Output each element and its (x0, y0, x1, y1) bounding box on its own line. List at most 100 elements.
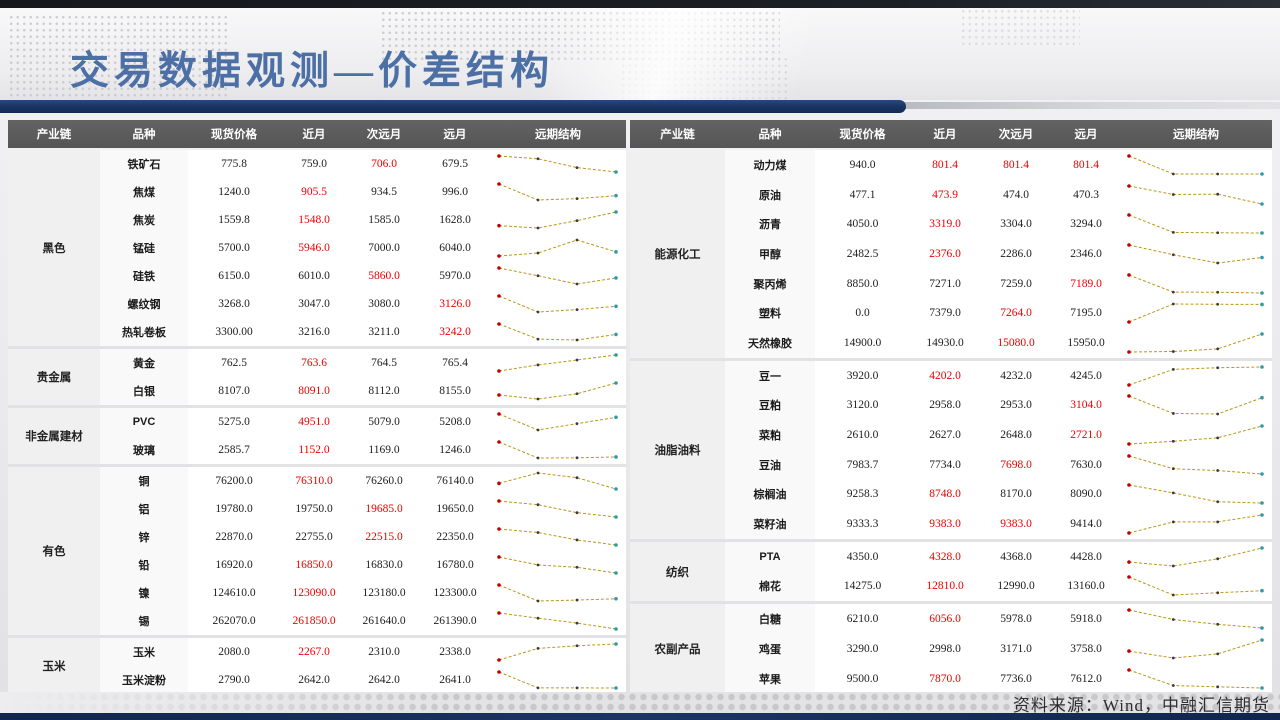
price-cell: 2610.0 (846, 429, 879, 442)
variety-cell: 镍 (100, 579, 188, 607)
price-cell: 3319.0 (929, 218, 961, 231)
sparkline-cell (490, 377, 626, 405)
col-header-industry-chain: 产业链 (660, 129, 695, 141)
price-cell: 7189.0 (1070, 277, 1102, 290)
variety-cell: 豆粕 (725, 390, 815, 421)
forward-curve-sparkline (1127, 394, 1264, 416)
sparkline-cell (490, 206, 626, 234)
price-cell: 9258.3 (846, 488, 879, 501)
price-cell: 5079.0 (368, 416, 400, 428)
variety-cell: PTA (725, 541, 815, 572)
table-row: 鸡蛋 3290.0 2998.0 3171.0 3758.0 (725, 634, 1272, 664)
sparkline-cell (490, 290, 626, 318)
price-cell: 19750.0 (295, 503, 333, 515)
sparkline-cell (490, 436, 626, 464)
price-cell: 16850.0 (295, 559, 333, 571)
variety-cell: 动力煤 (725, 150, 815, 180)
source-note: 资料来源：Wind，中融汇信期货 (1012, 696, 1270, 715)
price-cell: 123300.0 (433, 587, 477, 599)
price-cell: 4368.0 (1000, 550, 1032, 563)
price-cell: 4050.0 (846, 218, 879, 231)
col-header-forward-structure: 远期结构 (535, 129, 581, 141)
price-cell: 8170.0 (1000, 488, 1032, 501)
price-cell: 8112.0 (368, 385, 400, 397)
variety-cell: 沥青 (725, 209, 815, 240)
price-cell: 2953.0 (1000, 399, 1032, 412)
table-body: 能源化工 动力煤 940.0 801.4 801.4 801.4 原油 477.1 473.9 4… (630, 150, 1272, 694)
price-cell: 6150.0 (218, 270, 250, 282)
bottom-decor-band (0, 692, 1280, 714)
table-row: 豆油 7983.7 7734.0 7698.0 7630.0 (725, 449, 1272, 480)
forward-curve-sparkline (1127, 483, 1264, 506)
variety-cell: 白银 (100, 377, 188, 405)
table-row: 镍 124610.0 123090.0 123180.0 123300.0 (100, 579, 626, 607)
price-cell: 261640.0 (362, 615, 406, 627)
col-header-near-month: 近月 (933, 129, 957, 141)
col-header-far-month: 远月 (1074, 129, 1098, 141)
variety-cell: 锌 (100, 523, 188, 551)
price-cell: 477.1 (849, 188, 876, 201)
price-cell: 9383.0 (929, 518, 961, 531)
price-cell: 1246.0 (439, 444, 471, 456)
variety-cell: 白糖 (725, 604, 815, 634)
forward-curve-sparkline (1127, 364, 1264, 387)
price-cell: 3080.0 (368, 298, 400, 310)
price-cell: 261390.0 (433, 615, 477, 627)
forward-curve-sparkline (497, 583, 618, 603)
page-title: 交易数据观测—价差结构 (70, 50, 555, 93)
price-cell: 1169.0 (368, 444, 400, 456)
price-cell: 16780.0 (436, 559, 474, 571)
industry-group: 油脂油料 豆一 3920.0 4202.0 4232.0 4245.0 豆粕 3120.0 29… (630, 360, 1272, 539)
variety-cell: 聚丙烯 (725, 268, 815, 299)
sparkline-cell (1120, 269, 1272, 299)
forward-curve-sparkline (497, 527, 618, 547)
forward-curve-sparkline (497, 322, 618, 342)
table-row: PVC 5275.0 4951.0 5079.0 5208.0 (100, 408, 626, 436)
price-cell: 262070.0 (212, 615, 256, 627)
price-cell: 3304.0 (1000, 218, 1032, 231)
table-row: 菜籽油 9333.3 9383.0 9383.0 9414.0 (725, 509, 1272, 539)
variety-cell: 热轧卷板 (100, 318, 188, 346)
price-cell: 14900.0 (843, 336, 882, 349)
table-header: 产业链 品种 现货价格 近月 次远月 远月 远期结构 (8, 120, 626, 148)
industry-group: 能源化工 动力煤 940.0 801.4 801.4 801.4 原油 477.1 473.9 4… (630, 150, 1272, 358)
table-row: 聚丙烯 8850.0 7271.0 7259.0 7189.0 (725, 268, 1272, 299)
forward-curve-sparkline (497, 611, 618, 631)
price-cell: 762.5 (221, 357, 247, 369)
industry-group: 有色铜 76200.0 76310.0 76260.0 76140.0 铝 19780.0 1… (8, 467, 626, 635)
forward-curve-sparkline (497, 471, 618, 491)
price-cell: 4328.0 (929, 550, 961, 563)
table-row: 棕榈油 9258.3 8748.0 8170.0 8090.0 (725, 479, 1272, 510)
price-cell: 6056.0 (929, 613, 961, 626)
price-cell: 1240.0 (218, 186, 250, 198)
sparkline-cell (490, 638, 626, 666)
bottom-decor-strip (0, 713, 1280, 720)
price-cell: 9383.0 (1000, 518, 1032, 531)
sparkline-cell (490, 607, 626, 635)
variety-cell: 豆一 (725, 360, 815, 391)
sparkline-cell (1120, 150, 1272, 180)
sparkline-cell (490, 318, 626, 346)
forward-curve-sparkline (497, 353, 618, 373)
price-cell: 123180.0 (362, 587, 406, 599)
sparkline-cell (490, 495, 626, 523)
dot-pattern (960, 8, 1080, 48)
price-cell: 3758.0 (1070, 642, 1102, 655)
sparkline-cell (490, 579, 626, 607)
price-cell: 19650.0 (436, 503, 474, 515)
forward-curve-sparkline (1127, 332, 1264, 354)
variety-cell: 锡 (100, 607, 188, 635)
price-cell: 123090.0 (292, 587, 336, 599)
price-cell: 5275.0 (218, 416, 250, 428)
price-cell: 16830.0 (365, 559, 403, 571)
col-header-forward-structure: 远期结构 (1173, 129, 1219, 141)
price-cell: 12810.0 (926, 580, 964, 593)
price-cell: 1585.0 (368, 214, 400, 226)
sparkline-cell (1120, 391, 1272, 421)
price-cell: 0.0 (855, 307, 870, 320)
table-row: 玉米淀粉 2790.0 2642.0 2642.0 2641.0 (100, 666, 626, 694)
header (0, 8, 1280, 102)
forward-curve-sparkline (497, 266, 618, 286)
price-cell: 76260.0 (365, 475, 403, 487)
group-rows: 豆一 3920.0 4202.0 4232.0 4245.0 豆粕 3120.0 2958.0… (725, 360, 1272, 539)
